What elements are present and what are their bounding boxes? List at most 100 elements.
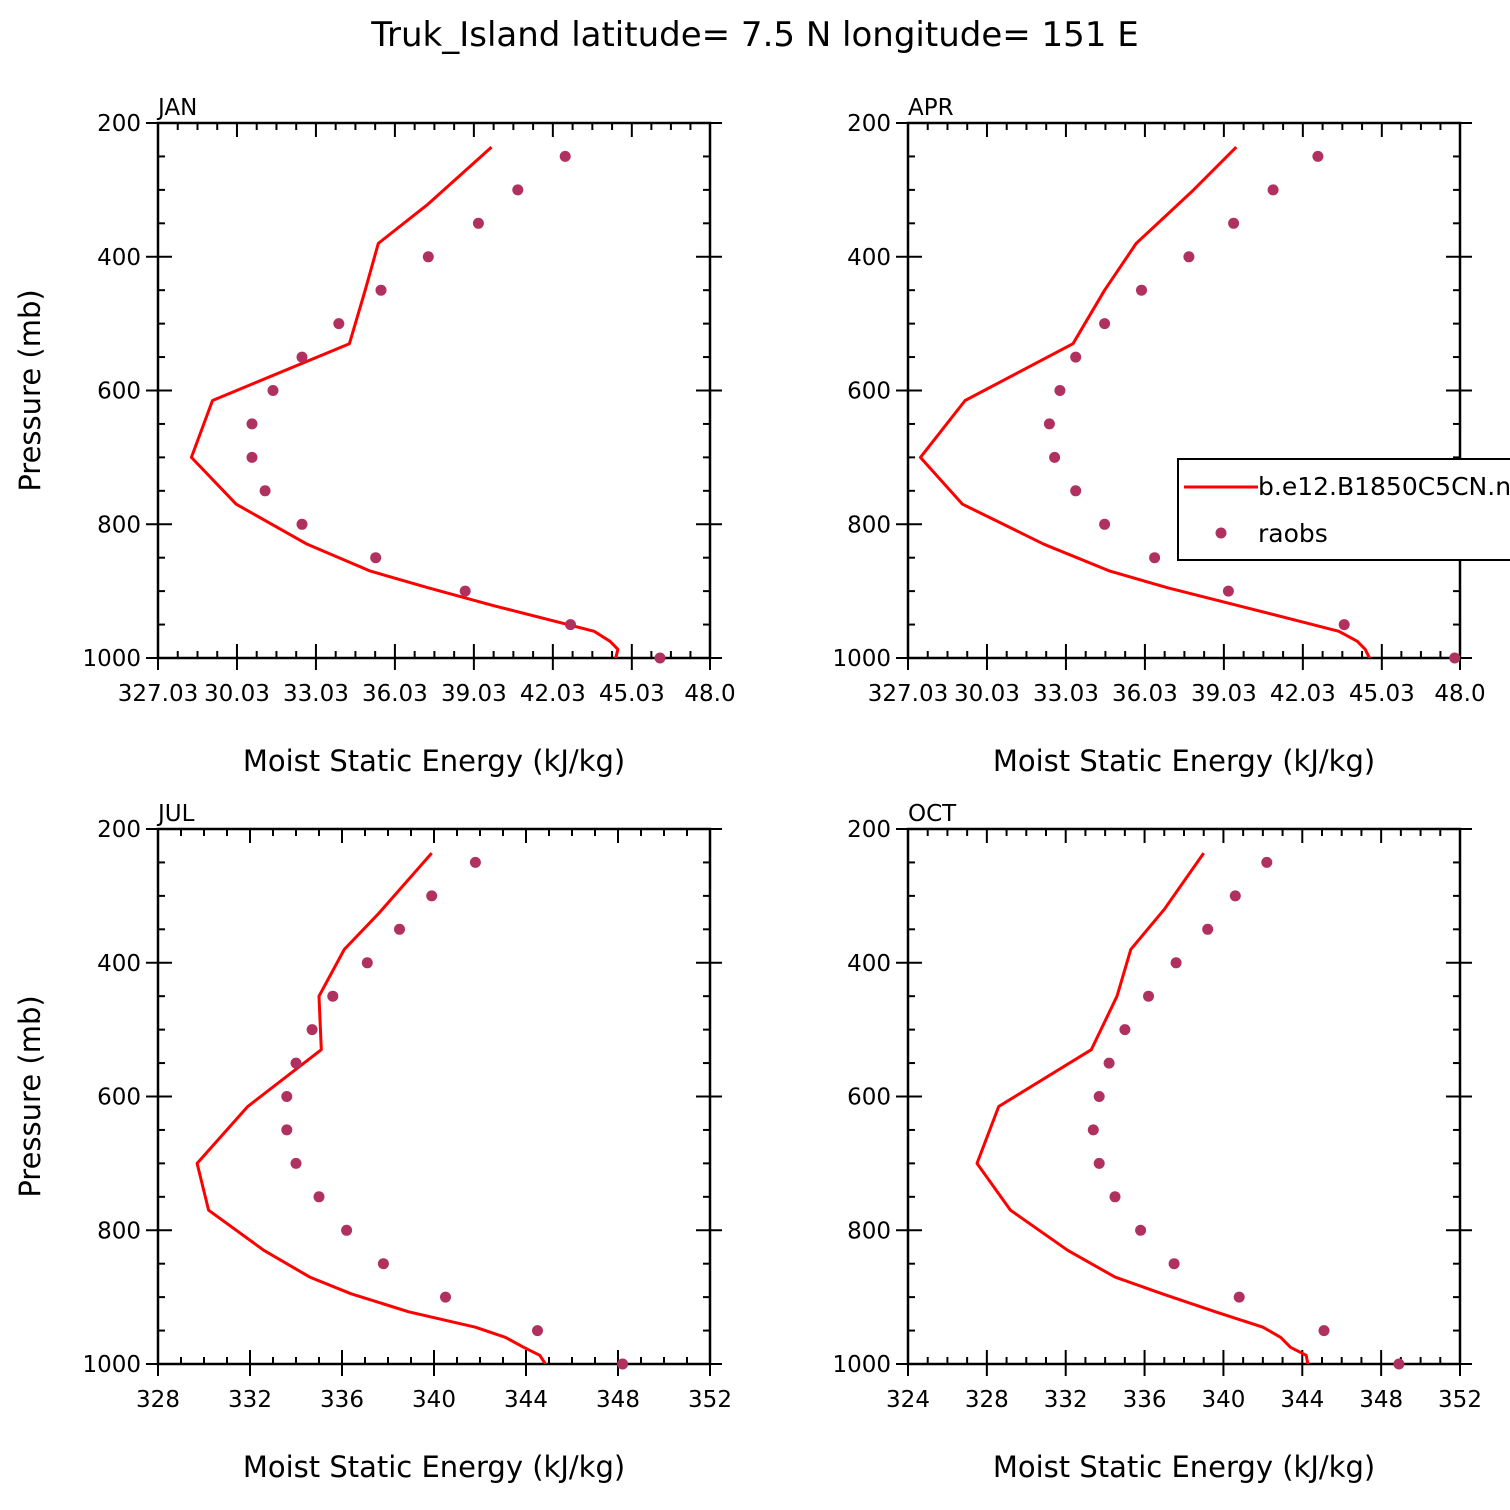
panel-title: APR <box>908 95 954 121</box>
x-tick-label: 39.03 <box>441 681 507 707</box>
panel-title: JAN <box>156 95 197 121</box>
x-tick-label: 344 <box>504 1387 548 1413</box>
panel-jan: JAN 200 400 600 800 1000 327.03 30.03 33.03 36.03… <box>13 95 736 778</box>
x-tick-label: 332 <box>1044 1387 1088 1413</box>
y-tick-label: 1000 <box>82 646 141 672</box>
obs-point <box>1229 890 1241 902</box>
x-tick-label: 324 <box>886 1387 930 1413</box>
x-tick-label: 352 <box>1438 1387 1482 1413</box>
y-tick-label: 1000 <box>82 1352 141 1378</box>
obs-point <box>290 1157 302 1169</box>
obs-point <box>281 1124 293 1136</box>
legend-obs-swatch <box>1215 527 1227 539</box>
legend-model-label: b.e12.B1850C5CN.ne30_g16.sehires38.003.s… <box>1258 472 1510 501</box>
obs-point <box>375 284 387 296</box>
obs-point <box>1318 1325 1330 1337</box>
x-tick-label: 30.03 <box>954 681 1020 707</box>
obs-point <box>512 184 524 196</box>
obs-point <box>559 150 571 162</box>
x-tick-label: 45.03 <box>1349 681 1415 707</box>
panel-jul: JUL 200 400 600 800 1000 328 332 336 340 344 348 352… <box>13 801 732 1484</box>
obs-point <box>333 318 345 330</box>
x-tick-label: 352 <box>688 1387 732 1413</box>
y-tick-label: 400 <box>97 245 141 271</box>
y-tick-label: 200 <box>847 111 891 137</box>
plot-frame <box>156 121 712 660</box>
obs-point <box>313 1191 325 1203</box>
obs-point <box>422 251 434 263</box>
obs-point <box>472 217 484 229</box>
plot-frame <box>906 827 1462 1366</box>
y-tick-label: 800 <box>847 1218 891 1244</box>
y-tick-label: 800 <box>97 512 141 538</box>
x-tick-label: 42.03 <box>1270 681 1336 707</box>
x-tick-label: 340 <box>1201 1387 1245 1413</box>
x-axis-label: Moist Static Energy (kJ/kg) <box>993 1450 1375 1484</box>
obs-point <box>1393 1358 1405 1370</box>
plot-frame <box>906 121 1462 660</box>
y-tick-label: 400 <box>847 951 891 977</box>
obs-point <box>1202 923 1214 935</box>
x-tick-label: 33.03 <box>283 681 349 707</box>
obs-point <box>654 652 666 664</box>
obs-point <box>1222 585 1234 597</box>
model-line <box>918 146 1372 658</box>
y-tick-label: 200 <box>847 817 891 843</box>
obs-point <box>1054 385 1066 396</box>
figure-title: Truk_Island latitude= 7.5 N longitude= 1… <box>370 15 1139 55</box>
obs-point <box>1043 418 1055 430</box>
obs-point <box>1143 990 1154 1002</box>
obs-point <box>565 619 576 631</box>
obs-point <box>1338 619 1350 631</box>
legend-obs-label: raobs <box>1258 519 1328 548</box>
obs-point <box>1149 552 1161 564</box>
x-tick-label: 344 <box>1280 1387 1324 1413</box>
obs-point <box>1228 217 1240 229</box>
obs-point <box>1093 1091 1105 1102</box>
obs-point <box>1233 1291 1245 1303</box>
x-axis-label: Moist Static Energy (kJ/kg) <box>243 1450 625 1484</box>
x-tick-label: 327.03 <box>868 681 948 707</box>
x-tick-label: 348 <box>596 1387 640 1413</box>
y-tick-label: 800 <box>97 1218 141 1244</box>
obs-point <box>1093 1157 1105 1169</box>
y-tick-label: 600 <box>97 1085 141 1111</box>
obs-point <box>341 1224 353 1236</box>
model-line <box>189 145 620 658</box>
obs-point <box>1070 485 1082 497</box>
obs-point <box>267 385 279 396</box>
obs-point <box>440 1291 451 1303</box>
obs-point <box>1070 351 1082 363</box>
obs-point <box>469 856 481 868</box>
y-axis-label: Pressure (mb) <box>13 995 47 1197</box>
panel-apr: APR 200 400 600 800 1000 327.03 30.03 33.03 36.03… <box>832 95 1510 778</box>
y-tick-label: 600 <box>847 1085 891 1111</box>
obs-point <box>1119 1024 1131 1036</box>
obs-point <box>327 990 339 1002</box>
obs-point <box>377 1258 389 1270</box>
obs-point <box>1449 652 1461 664</box>
obs-point <box>290 1057 302 1069</box>
y-tick-label: 800 <box>847 512 891 538</box>
legend-box <box>1177 458 1510 561</box>
x-tick-label: 42.03 <box>520 681 586 707</box>
x-tick-label: 340 <box>412 1387 456 1413</box>
obs-point <box>617 1358 629 1370</box>
x-tick-label: 328 <box>965 1387 1009 1413</box>
panel-title: JUL <box>156 801 195 827</box>
x-tick-label: 36.03 <box>362 681 428 707</box>
obs-point <box>1136 284 1147 296</box>
obs-point <box>296 351 308 363</box>
x-tick-label: 48.0 <box>684 681 735 707</box>
panel-oct: OCT 200 400 600 800 1000 324 328 332 336 340 344 348… <box>832 801 1482 1484</box>
x-tick-label: 45.03 <box>599 681 665 707</box>
panels-group: JAN 200 400 600 800 1000 327.03 30.03 33.03 36.03… <box>13 95 1510 1484</box>
obs-point <box>1049 451 1061 463</box>
x-tick-label: 328 <box>136 1387 180 1413</box>
x-tick-label: 332 <box>228 1387 272 1413</box>
obs-point <box>296 518 308 530</box>
y-tick-label: 1000 <box>832 1352 891 1378</box>
obs-point <box>281 1091 293 1102</box>
obs-point <box>246 451 258 463</box>
obs-point <box>1170 957 1182 969</box>
